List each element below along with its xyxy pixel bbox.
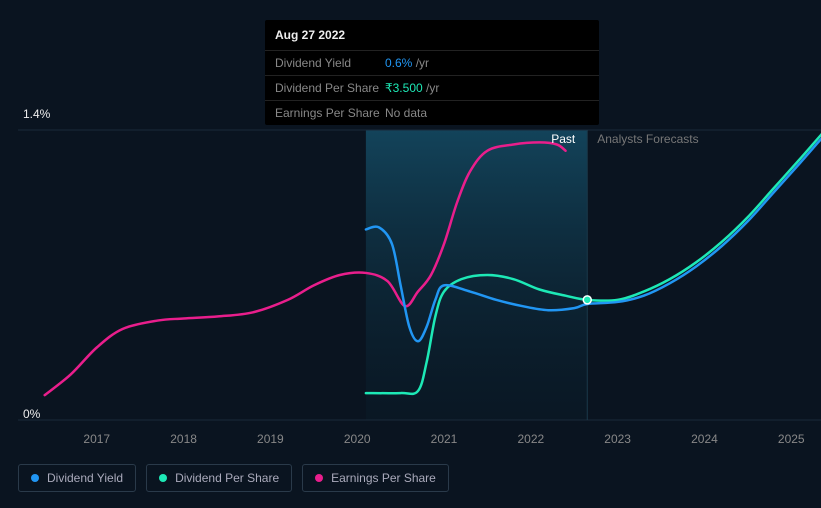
- legend-label: Earnings Per Share: [331, 471, 436, 485]
- tooltip-row-label: Dividend Per Share: [275, 81, 385, 95]
- tooltip-date: Aug 27 2022: [265, 20, 599, 51]
- y-axis-label: 0%: [23, 407, 40, 421]
- series-marker[interactable]: [583, 296, 591, 304]
- legend-item[interactable]: Dividend Per Share: [146, 464, 292, 492]
- tooltip-row-value: ₹3.500 /yr: [385, 81, 439, 95]
- x-axis-label: 2025: [778, 432, 805, 446]
- tooltip-row: Dividend Yield0.6% /yr: [265, 51, 599, 76]
- chart-container: Aug 27 2022 Dividend Yield0.6% /yrDivide…: [18, 0, 821, 508]
- legend-dot-icon: [315, 474, 323, 482]
- x-axis-label: 2018: [170, 432, 197, 446]
- y-axis-label: 1.4%: [23, 107, 50, 121]
- tooltip-row-label: Dividend Yield: [275, 56, 385, 70]
- legend: Dividend Yield Dividend Per Share Earnings…: [18, 464, 449, 492]
- x-axis-label: 2020: [344, 432, 371, 446]
- hover-tooltip: Aug 27 2022 Dividend Yield0.6% /yrDivide…: [265, 20, 599, 125]
- x-axis-label: 2019: [257, 432, 284, 446]
- legend-dot-icon: [159, 474, 167, 482]
- forecast-label: Analysts Forecasts: [597, 132, 698, 146]
- legend-item[interactable]: Earnings Per Share: [302, 464, 449, 492]
- x-axis-label: 2024: [691, 432, 718, 446]
- x-axis-label: 2022: [517, 432, 544, 446]
- legend-item[interactable]: Dividend Yield: [18, 464, 136, 492]
- past-label: Past: [551, 132, 575, 146]
- legend-label: Dividend Per Share: [175, 471, 279, 485]
- x-axis-label: 2021: [431, 432, 458, 446]
- tooltip-row-value: 0.6% /yr: [385, 56, 429, 70]
- tooltip-row: Earnings Per ShareNo data: [265, 101, 599, 125]
- tooltip-row: Dividend Per Share₹3.500 /yr: [265, 76, 599, 101]
- tooltip-row-value: No data: [385, 106, 427, 120]
- x-axis-label: 2023: [604, 432, 631, 446]
- legend-dot-icon: [31, 474, 39, 482]
- x-axis-label: 2017: [83, 432, 110, 446]
- legend-label: Dividend Yield: [47, 471, 123, 485]
- tooltip-row-label: Earnings Per Share: [275, 106, 385, 120]
